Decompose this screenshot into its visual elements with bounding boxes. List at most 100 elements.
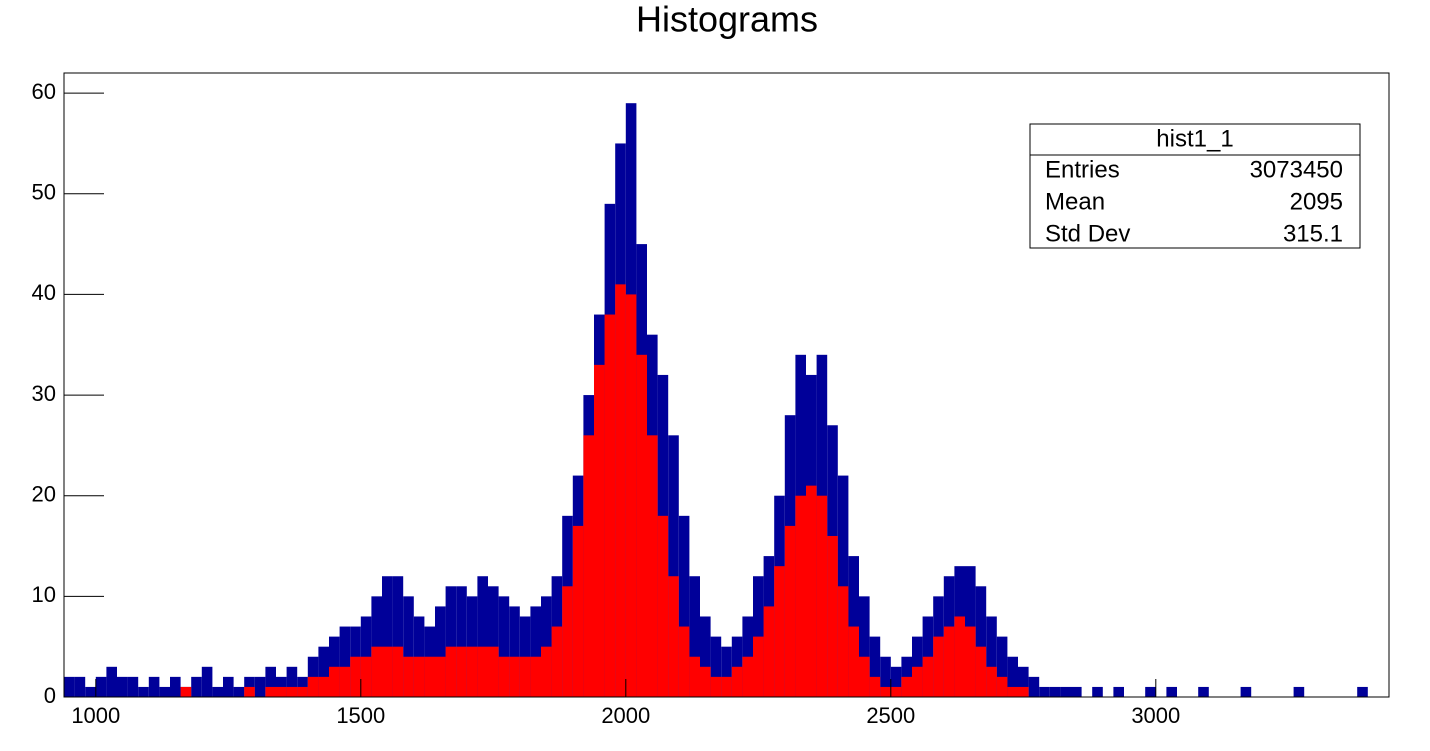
bar: [382, 576, 393, 697]
bar: [668, 576, 679, 697]
bar: [625, 294, 637, 697]
bar: [594, 364, 605, 697]
bar: [477, 576, 488, 697]
bar: [933, 636, 944, 697]
x-tick-label: 2000: [601, 703, 650, 728]
bar: [901, 676, 912, 697]
bar: [572, 525, 584, 697]
bar: [233, 686, 245, 697]
bar: [276, 686, 287, 697]
bar: [307, 676, 319, 697]
y-tick-label: 50: [32, 180, 56, 205]
bar: [721, 676, 732, 697]
bar: [350, 656, 361, 697]
bar: [318, 676, 329, 697]
bar: [85, 686, 96, 697]
bar: [583, 435, 594, 697]
bar: [1039, 686, 1050, 697]
bar: [986, 666, 997, 697]
bar: [890, 686, 902, 697]
bar: [700, 616, 711, 697]
bar: [1028, 676, 1040, 697]
bar: [795, 495, 806, 697]
bar: [1240, 686, 1252, 697]
bar: [869, 636, 881, 697]
bar: [456, 646, 467, 697]
x-tick-label: 2500: [866, 703, 915, 728]
bar: [996, 676, 1008, 697]
bar: [159, 686, 170, 697]
bar: [562, 586, 573, 697]
bar: [689, 576, 700, 697]
bar: [912, 666, 923, 697]
bar: [1007, 656, 1018, 697]
bar: [488, 646, 499, 697]
bar: [837, 586, 849, 697]
bar: [975, 646, 987, 697]
bar: [721, 646, 732, 697]
bar: [742, 656, 753, 697]
x-tick-label: 3000: [1131, 703, 1180, 728]
bar: [64, 676, 75, 697]
stats-label: Entries: [1045, 156, 1120, 183]
bar: [1092, 686, 1103, 697]
bar: [329, 666, 340, 697]
bar: [869, 676, 881, 697]
bar: [360, 656, 372, 697]
bar: [530, 606, 541, 697]
y-tick-label: 30: [32, 381, 56, 406]
y-tick-label: 60: [32, 79, 56, 104]
bar: [1145, 686, 1156, 697]
bar: [700, 666, 711, 697]
bar: [1357, 686, 1368, 697]
bar: [488, 586, 499, 697]
bar: [466, 646, 478, 697]
bar: [1166, 686, 1177, 697]
bar: [339, 666, 351, 697]
bar: [180, 686, 192, 697]
bar: [731, 666, 743, 697]
bar: [1293, 686, 1305, 697]
bar: [880, 656, 891, 697]
bar: [286, 686, 298, 697]
bar: [848, 626, 859, 697]
bar: [859, 596, 870, 697]
bar: [201, 666, 213, 697]
bar: [106, 666, 117, 697]
bar: [318, 646, 329, 697]
bar: [244, 686, 255, 697]
bar: [413, 656, 425, 697]
bar: [1071, 686, 1082, 697]
bar: [1049, 686, 1061, 697]
bar: [403, 596, 414, 697]
bar: [424, 656, 435, 697]
bar: [657, 515, 669, 697]
bar: [117, 676, 128, 697]
bar: [763, 606, 775, 697]
bar: [996, 636, 1008, 697]
bar: [456, 586, 467, 697]
bar: [435, 656, 446, 697]
x-tick-label: 1500: [336, 703, 385, 728]
bar: [223, 676, 234, 697]
bar: [212, 686, 223, 697]
stats-label: Std Dev: [1045, 220, 1130, 247]
bar: [477, 646, 488, 697]
bar: [710, 676, 722, 697]
bar: [880, 686, 891, 697]
bar: [859, 656, 870, 697]
bar: [975, 586, 987, 697]
bar: [445, 646, 457, 697]
bar: [753, 636, 764, 697]
bar: [286, 666, 298, 697]
bar: [403, 656, 414, 697]
plot-area: [64, 103, 1368, 698]
bar: [382, 646, 393, 697]
bar: [541, 646, 552, 697]
bar: [371, 646, 382, 697]
bar: [678, 626, 690, 697]
bar: [943, 626, 955, 697]
stats-box: hist1_1 Entries 3073450 Mean 2095 Std Dev 315…: [1029, 123, 1361, 249]
bar: [954, 616, 965, 697]
